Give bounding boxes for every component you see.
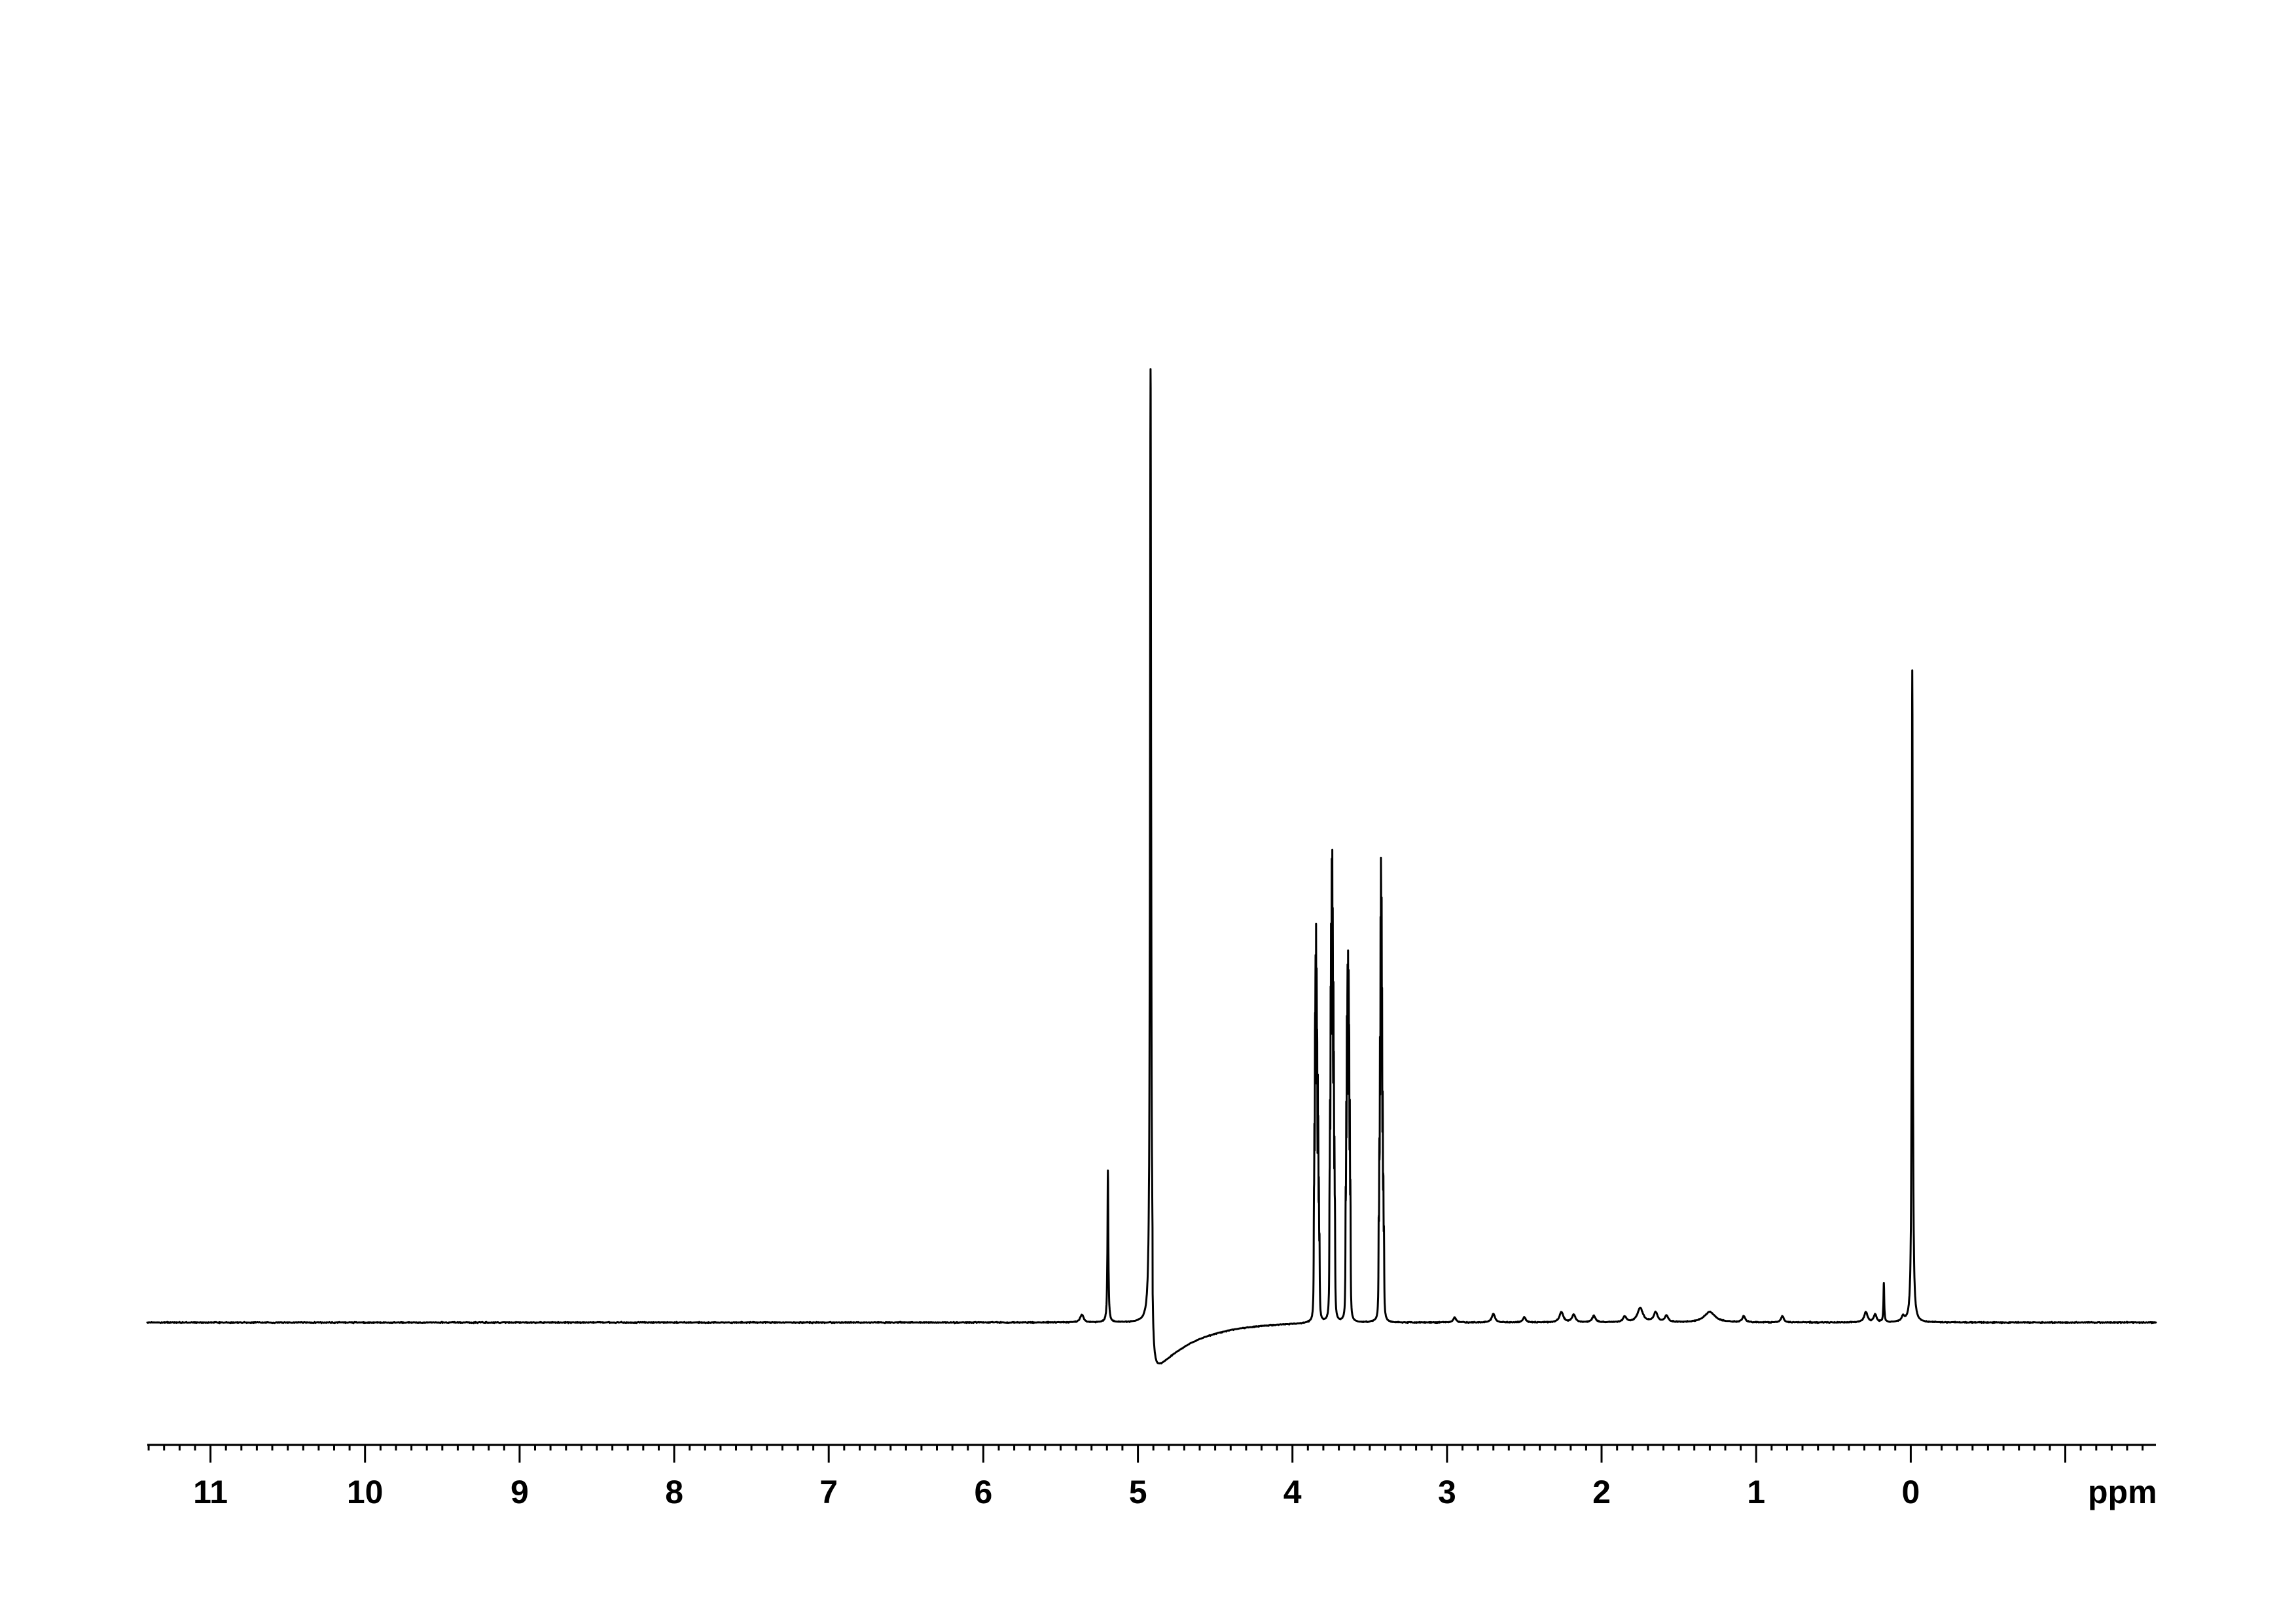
svg-text:2: 2	[1592, 1474, 1611, 1510]
svg-text:3: 3	[1438, 1474, 1456, 1510]
svg-text:8: 8	[665, 1474, 683, 1510]
svg-text:4: 4	[1283, 1474, 1302, 1510]
svg-text:5: 5	[1129, 1474, 1147, 1510]
svg-text:ppm: ppm	[2088, 1474, 2157, 1510]
svg-text:0: 0	[1901, 1474, 1920, 1510]
svg-text:11: 11	[193, 1474, 228, 1510]
svg-text:1: 1	[1747, 1474, 1765, 1510]
svg-text:10: 10	[347, 1474, 384, 1510]
svg-text:6: 6	[974, 1474, 992, 1510]
svg-text:7: 7	[819, 1474, 838, 1510]
svg-text:9: 9	[511, 1474, 529, 1510]
